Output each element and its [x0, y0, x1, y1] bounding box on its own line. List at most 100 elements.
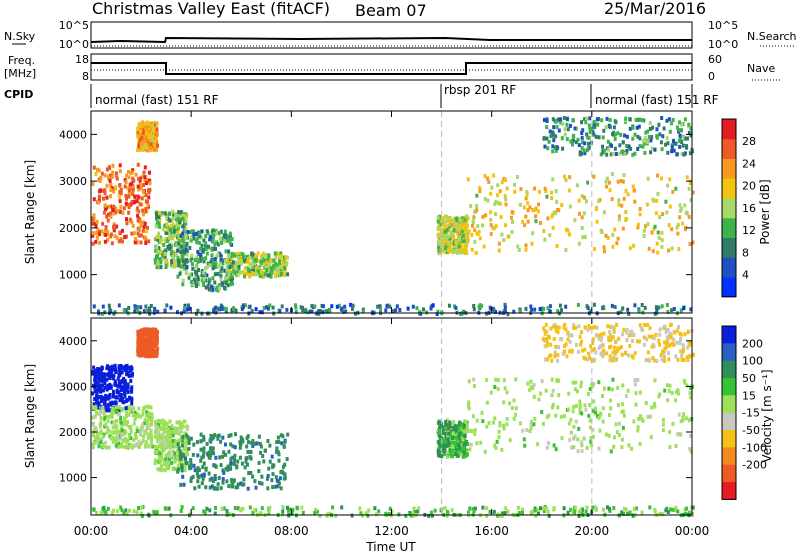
scatter-cell [158, 451, 162, 456]
scatter-cell [492, 308, 496, 313]
scatter-cell [544, 189, 548, 193]
nave-tick-bottom: 0 [708, 70, 715, 83]
scatter-cell [627, 333, 631, 338]
scatter-cell [221, 480, 225, 485]
scatter-cell [670, 246, 674, 251]
scatter-cell [236, 506, 240, 511]
scatter-cell [455, 244, 459, 249]
colorbar-tick-label: 24 [742, 157, 756, 170]
scatter-cell [143, 417, 147, 422]
scatter-cell [580, 215, 584, 220]
scatter-cell [282, 271, 286, 276]
scatter-cell [148, 346, 152, 351]
scatter-cell [155, 510, 159, 515]
scatter-cell [211, 446, 215, 451]
scatter-cell [219, 439, 223, 444]
scatter-cell [185, 258, 189, 262]
scatter-cell [685, 506, 689, 511]
scatter-cell [662, 352, 666, 357]
scatter-cell [155, 245, 159, 250]
scatter-cell [98, 188, 102, 193]
scatter-cell [125, 217, 128, 222]
scatter-cell [183, 303, 187, 308]
scatter-cell [665, 383, 669, 388]
scatter-cell [416, 509, 420, 514]
scatter-cell [100, 229, 104, 234]
scatter-cell [97, 168, 101, 173]
scatter-cell [473, 432, 477, 437]
scatter-cell [361, 309, 365, 314]
scatter-cell [493, 385, 497, 389]
scatter-cell [113, 363, 117, 368]
scatter-cell [478, 185, 482, 190]
scatter-cell [562, 414, 566, 419]
scatter-cell [148, 353, 152, 358]
scatter-cell [96, 431, 100, 436]
scatter-cell [445, 238, 448, 242]
scatter-cell [213, 474, 217, 478]
scatter-cell [95, 400, 99, 405]
scatter-cell [177, 429, 181, 434]
scatter-cell [211, 479, 215, 483]
scatter-cell [99, 511, 103, 515]
scatter-cell [184, 271, 188, 276]
scatter-cell [665, 303, 669, 307]
time-axis-ticks: 00:00 04:00 08:00 12:00 16:00 20:00 00:00 [74, 111, 709, 538]
scatter-cell [624, 351, 627, 356]
scatter-cell [240, 307, 244, 312]
scatter-cell [481, 223, 484, 228]
scatter-cell [649, 435, 653, 440]
scatter-cell [533, 186, 536, 191]
scatter-cell [160, 435, 164, 440]
scatter-cell [171, 466, 175, 471]
scatter-cell [617, 336, 621, 341]
scatter-cell [220, 268, 224, 273]
scatter-cell [142, 331, 146, 336]
scatter-cell [650, 230, 654, 235]
scatter-cell [493, 202, 497, 206]
scatter-cell [188, 246, 192, 250]
scatter-cell [191, 452, 195, 457]
scatter-cell [110, 409, 114, 414]
scatter-cell [146, 404, 150, 409]
scatter-cell [116, 209, 120, 214]
scatter-cell [572, 436, 576, 441]
scatter-cell [159, 464, 163, 469]
scatter-cell [208, 263, 212, 268]
colorbar-segment [722, 257, 736, 278]
scatter-cell [594, 507, 598, 512]
scatter-cell [104, 233, 108, 237]
scatter-cell [184, 214, 188, 219]
scatter-cell [95, 235, 99, 240]
scatter-cell [576, 137, 580, 142]
scatter-cell [239, 254, 243, 259]
scatter-cell [156, 237, 160, 242]
scatter-cell [490, 185, 494, 190]
scatter-cell [679, 308, 683, 313]
scatter-cell [463, 439, 467, 444]
scatter-cell [504, 223, 507, 228]
scatter-cell [457, 238, 461, 243]
scatter-cell [131, 184, 135, 189]
y-tick-label: 1000 [59, 472, 87, 485]
scatter-cell [465, 237, 469, 242]
scatter-cell [177, 431, 181, 436]
scatter-cell [590, 443, 594, 448]
scatter-cell [466, 449, 470, 454]
scatter-cell [578, 403, 582, 408]
scatter-cell [437, 223, 441, 228]
scatter-cell [678, 341, 682, 345]
scatter-cell [163, 425, 167, 430]
scatter-cell [114, 171, 118, 176]
scatter-cell [575, 343, 578, 347]
scatter-cell [437, 440, 441, 445]
scatter-cell [106, 426, 110, 431]
scatter-cell [212, 246, 216, 251]
scatter-cell [147, 195, 151, 200]
scatter-cell [466, 234, 470, 239]
scatter-cell [94, 239, 98, 244]
scatter-cell [674, 186, 678, 191]
scatter-cell [654, 305, 658, 310]
scatter-cell [95, 231, 99, 236]
scatter-cell [141, 412, 145, 417]
